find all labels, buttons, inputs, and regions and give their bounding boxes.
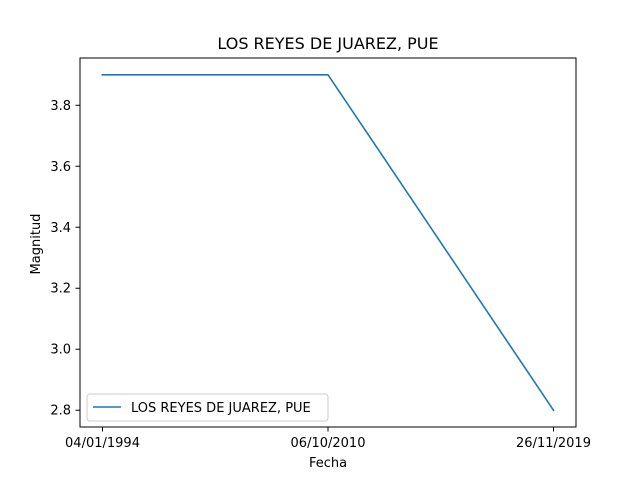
data-point	[101, 73, 104, 76]
y-tick-label: 3.8	[50, 99, 71, 114]
legend-entry-label: LOS REYES DE JUAREZ, PUE	[131, 401, 311, 416]
series-layer	[101, 73, 555, 412]
plot-frame	[79, 57, 577, 428]
y-tick-label: 3.2	[50, 282, 71, 297]
x-axis-ticks: 04/01/1994 06/10/2010 26/11/2019	[65, 427, 591, 451]
y-axis-label: Magnitud	[29, 214, 44, 275]
x-axis-label: Fecha	[309, 456, 347, 471]
y-tick-label: 3.0	[50, 343, 71, 358]
x-tick-label: 06/10/2010	[291, 436, 366, 451]
legend: LOS REYES DE JUAREZ, PUE	[86, 393, 329, 422]
data-point	[327, 73, 329, 76]
data-point	[552, 409, 555, 412]
x-tick-label: 26/11/2019	[516, 436, 591, 451]
y-tick-label: 2.8	[50, 404, 71, 419]
y-tick-label: 3.6	[50, 160, 71, 175]
y-tick-label: 3.4	[50, 221, 71, 236]
x-tick-label: 04/01/1994	[65, 436, 140, 451]
legend-frame	[86, 393, 329, 422]
y-axis-ticks: 2.8 3.0 3.2 3.4 3.6 3.8	[50, 99, 80, 419]
chart-title: LOS REYES DE JUAREZ, PUE	[217, 34, 438, 53]
